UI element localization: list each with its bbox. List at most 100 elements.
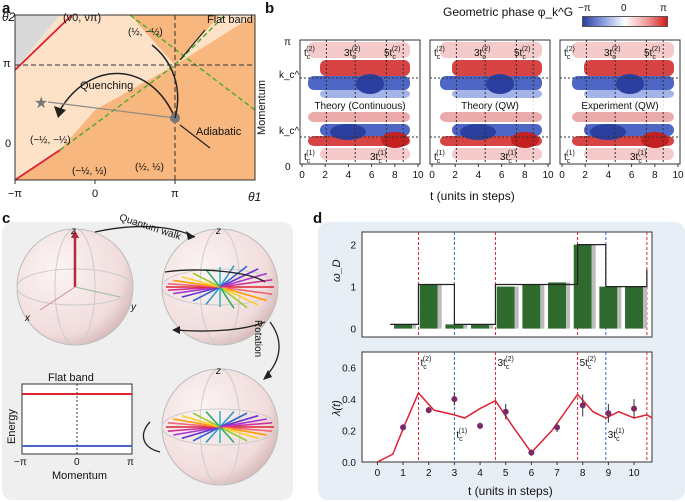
- d-xtick: 8: [580, 468, 586, 479]
- phase-map-2: Theory (QW) tc(2) 3tc(2) 5tc(2) tc(1) 3tc(1) 0…: [429, 39, 554, 181]
- critical-time-mark: 5tc(2): [644, 46, 660, 61]
- c-flat-band-title: Flat band: [48, 372, 94, 384]
- map-xtick: 2: [582, 170, 588, 181]
- d-xtick: 6: [529, 468, 535, 479]
- spin-vector: [181, 276, 221, 288]
- critical-time-mark: tc(1): [304, 150, 315, 165]
- a-adiabatic-label: Adiabatic: [196, 126, 242, 138]
- d-xtick: 0: [375, 468, 381, 479]
- bar: [496, 286, 515, 329]
- star-marker: ★: [34, 95, 48, 112]
- spin-vector: [219, 265, 248, 288]
- bar-theory: [489, 324, 494, 329]
- critical-time-mark: tc(1): [564, 150, 575, 165]
- spin-vector: [173, 279, 221, 288]
- critical-time-mark: 5tc(2): [384, 46, 400, 61]
- critical-time-mark: tc(2): [304, 46, 315, 61]
- map-xtick: 0: [299, 170, 305, 181]
- quenching-arrow: [59, 72, 176, 119]
- theory-curve: [377, 391, 653, 463]
- colorbar-tick: −π: [578, 3, 591, 14]
- map-xtick: 10: [412, 170, 424, 181]
- spin-vector: [205, 286, 221, 305]
- data-point: [451, 396, 458, 403]
- critical-time-mark: 5tc(2): [514, 46, 530, 61]
- data-point: [400, 424, 407, 431]
- flat-band-plot: [21, 383, 133, 455]
- spin-vector: [219, 412, 248, 428]
- rotation-arrow: [264, 321, 280, 378]
- bar-theory: [514, 286, 519, 329]
- map-title: Experiment (QW): [581, 101, 658, 112]
- b-ytick: 0: [285, 162, 291, 173]
- a-xtick: π: [171, 188, 179, 200]
- bar-theory: [566, 282, 571, 329]
- spin-vector: [205, 426, 221, 443]
- bottom-ytick: 0.6: [342, 364, 356, 375]
- data-point: [554, 424, 561, 431]
- bar-theory: [412, 324, 417, 329]
- c-xtick: −π: [14, 457, 27, 468]
- spin-vector: [219, 286, 273, 295]
- d-xtick: 10: [628, 468, 640, 479]
- c-axis-z: z: [71, 226, 76, 237]
- data-point: [477, 422, 484, 429]
- a-region-label: (−½, ½): [72, 166, 107, 177]
- map-xtick: 8: [392, 170, 398, 181]
- map-xtick: 2: [452, 170, 458, 181]
- map-xtick: 8: [652, 170, 658, 181]
- spin-vector: [219, 426, 248, 442]
- d-xtick: 3: [452, 468, 458, 479]
- a-region-label: (½, −½): [128, 27, 163, 38]
- spin-vector: [192, 426, 221, 442]
- map-xtick: 4: [476, 170, 482, 181]
- bar: [522, 284, 541, 329]
- spin-vector: [219, 286, 259, 306]
- spin-vector: [219, 286, 248, 309]
- d-top-ylabel: ω_D: [331, 259, 343, 282]
- critical-time-mark: tc(1): [456, 428, 467, 443]
- panel-label-b: b: [265, 0, 275, 17]
- data-point: [528, 449, 535, 456]
- map-xtick: 10: [542, 170, 554, 181]
- spin-vector: [219, 268, 259, 288]
- bar: [548, 282, 567, 329]
- bar: [573, 244, 592, 329]
- bar-theory: [463, 324, 468, 329]
- bar-theory: [437, 284, 442, 329]
- a-xtick: −π: [8, 188, 23, 200]
- colorbar: [582, 16, 668, 27]
- spin-vector: [219, 426, 267, 436]
- critical-time-mark: 3tc(1): [630, 150, 646, 165]
- panel-label-d: d: [313, 210, 323, 227]
- a-ytick: 0: [5, 138, 12, 150]
- critical-time-mark: 3tc(1): [500, 150, 516, 165]
- a-xlabel: θ1: [248, 190, 262, 204]
- data-point: [605, 410, 612, 417]
- data-point: [425, 407, 432, 414]
- bar: [471, 324, 490, 329]
- c-xtick: π: [127, 457, 134, 468]
- panel-label-a: a: [2, 0, 11, 17]
- critical-time-mark: 3tc(2): [497, 356, 513, 371]
- data-point: [631, 405, 638, 412]
- a-top-label: (ν0, νπ): [63, 12, 102, 24]
- critical-time-mark: 3tc(2): [604, 46, 620, 61]
- d-xtick: 9: [606, 468, 612, 479]
- spin-vector: [205, 411, 221, 428]
- b-ytick: k_c^(2): [279, 70, 312, 81]
- phase-diagram: ★: [14, 14, 256, 184]
- critical-time-mark: 3tc(1): [608, 428, 624, 443]
- map-xtick: 6: [629, 170, 635, 181]
- colorbar-tick: 0: [621, 3, 627, 14]
- d-xtick: 2: [426, 468, 432, 479]
- b-ytick: k_c^(1): [279, 126, 312, 137]
- b-ylabel: Momentum: [256, 79, 268, 135]
- critical-time-mark: tc(1): [434, 150, 445, 165]
- map-xtick: 6: [369, 170, 375, 181]
- map-title: Theory (Continuous): [314, 101, 405, 112]
- map-xtick: 4: [606, 170, 612, 181]
- c-axis-z: z: [216, 366, 221, 377]
- spin-vector: [219, 426, 235, 443]
